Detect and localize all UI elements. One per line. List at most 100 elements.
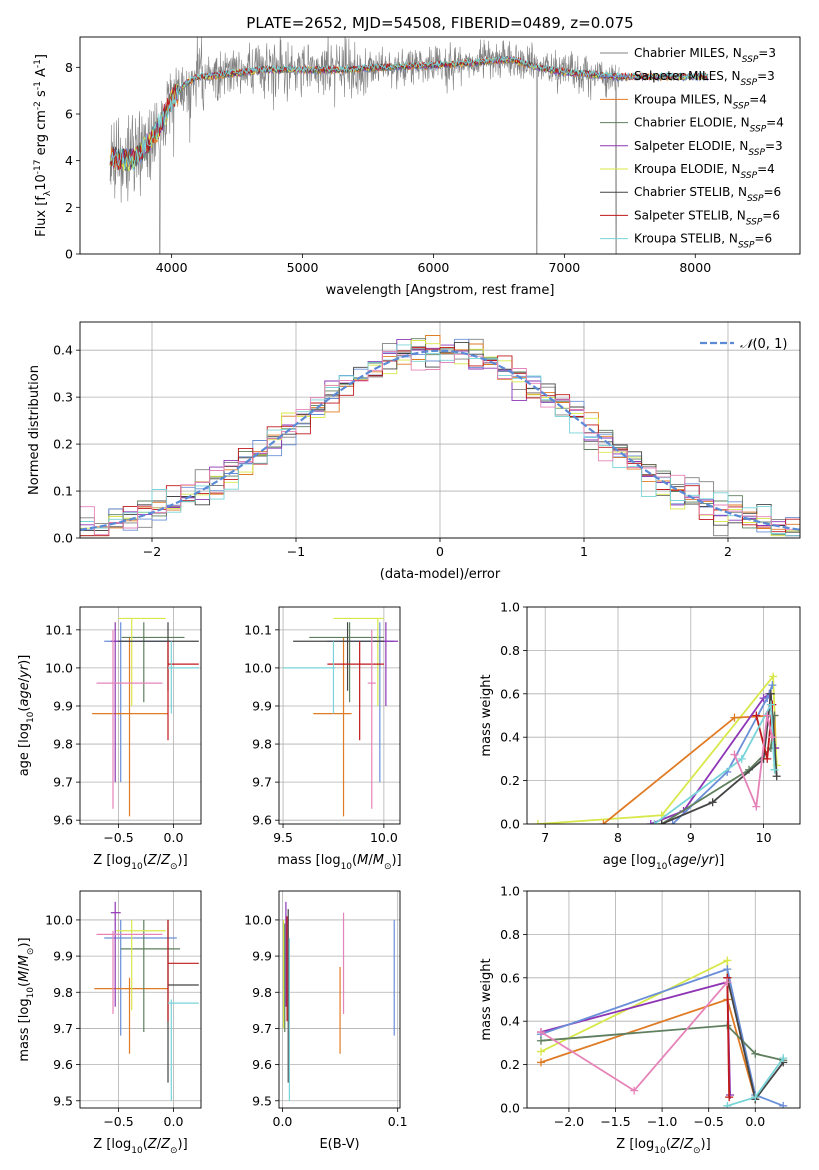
legend-entry: Chabrier MILES, NSSP=3: [634, 46, 776, 65]
y-tick-label: 0.6: [500, 970, 520, 985]
axes-frame: [526, 890, 801, 1109]
x-tick-label: 0.0: [745, 1114, 765, 1129]
mass-weight-marker: [723, 956, 732, 965]
model-spectrum-line: [109, 55, 709, 170]
axes-frame: [278, 890, 401, 1109]
legend-entry: Chabrier ELODIE, NSSP=4: [634, 116, 784, 135]
x-tick-label: −0.5: [103, 1114, 133, 1129]
x-tick-label: −0.5: [103, 830, 133, 845]
y-axis-label: mass [log10(M/M⊙)]: [17, 937, 36, 1061]
axes-frame: [526, 606, 801, 825]
x-tick-label: 6000: [418, 260, 450, 275]
y-tick-label: 9.9: [53, 949, 73, 964]
y-tick-label: 0.0: [500, 817, 520, 832]
legend-entry: Kroupa STELIB, NSSP=6: [634, 232, 772, 251]
mass-vs-EBV-plot-area: [283, 901, 395, 1101]
y-tick-label: 9.8: [53, 737, 73, 752]
y-tick-label: 10.0: [244, 912, 272, 927]
y-tick-label: 8: [65, 60, 73, 75]
x-tick-label: −1.0: [647, 1114, 677, 1129]
model-spectrum-line: [109, 55, 709, 171]
x-tick-label: −2: [143, 544, 161, 559]
y-tick-label: 9.9: [252, 698, 272, 713]
mass-weight-marker: [752, 802, 761, 811]
histogram-panel: −2 −1 0 1 2 0.0 0.1 0.2 0.3 0.4 (data-model)/error…: [27, 321, 801, 582]
y-tick-label: 0.4: [500, 730, 520, 745]
y-tick-label: 0.4: [500, 1014, 520, 1029]
legend-entry: Salpeter ELODIE, NSSP=3: [634, 139, 783, 158]
x-tick-label: 7000: [548, 260, 580, 275]
mass-weight-marker: [536, 1058, 545, 1067]
mass-weight-marker: [725, 1093, 734, 1102]
mass-weight-marker: [723, 978, 732, 987]
y-tick-label: 0.2: [500, 1057, 520, 1072]
mass-weight-marker: [599, 820, 608, 824]
mass-weight-vs-age-panel: 7 8 9 10 0.0 0.2 0.4 0.6 0.8 1.0 age [log10(age/yr…: [479, 600, 801, 872]
y-axis-label: mass weight: [479, 958, 494, 1040]
y-tick-label: 10.0: [45, 660, 73, 675]
spectrum-plot-area: [109, 37, 709, 254]
y-tick-label: 9.9: [53, 698, 73, 713]
y-tick-label: 0: [65, 247, 73, 262]
y-tick-label: 0.4: [53, 343, 73, 358]
figure-title: PLATE=2652, MJD=54508, FIBERID=0489, z=0…: [246, 14, 633, 32]
axes-frame: [278, 606, 401, 825]
x-tick-label: 9: [687, 830, 695, 845]
x-tick-label: 0.0: [164, 1114, 184, 1129]
age-vs-mass-plot-area: [283, 617, 398, 817]
x-tick-label: 4000: [156, 260, 188, 275]
legend-entry: Kroupa MILES, NSSP=4: [634, 92, 767, 111]
y-tick-label: 9.5: [252, 1093, 272, 1108]
x-axis-label: Z [log10(Z/Z⊙)]: [93, 853, 187, 872]
spectrum-panel: 4000 5000 6000 7000 8000 0 2 4 6 8 wavelength [Ang…: [33, 36, 801, 298]
y-axis-label-group: age [log10(age/yr)]: [17, 655, 36, 777]
mass-vs-Z-panel: −0.5 0.0 9.5 9.6 9.7 9.8 9.9 10.0 Z [log10(Z/Z⊙)…: [17, 890, 202, 1156]
y-tick-label: 9.8: [252, 737, 272, 752]
mass-weight-vs-age-plot-area: [533, 672, 781, 824]
y-tick-label: 0.1: [53, 484, 73, 499]
y-tick-label: 0.2: [53, 437, 73, 452]
x-tick-label: 0: [436, 544, 444, 559]
mass-weight-marker: [630, 1086, 639, 1095]
x-tick-label: −0.5: [694, 1114, 724, 1129]
y-tick-label: 9.7: [252, 775, 272, 790]
x-tick-label: −1: [287, 544, 305, 559]
y-tick-label: 0.8: [500, 927, 520, 942]
y-axis-label-group: Flux [fλ10-17 erg cm-2 s-1 A-1]: [33, 54, 53, 237]
y-tick-label: 10.0: [244, 660, 272, 675]
y-tick-label: 9.7: [53, 1021, 73, 1036]
mass-weight-marker: [766, 689, 775, 698]
mass-weight-line: [540, 998, 757, 1100]
mass-weight-marker: [751, 1049, 760, 1058]
mass-weight-line: [537, 673, 778, 824]
mass-weight-marker: [768, 733, 777, 742]
y-tick-label: 0.8: [500, 643, 520, 658]
mass-weight-line: [540, 967, 784, 1107]
y-axis-label-group: mass weight: [479, 674, 494, 756]
x-tick-label: 0.0: [273, 1114, 293, 1129]
x-tick-label: 0.0: [164, 830, 184, 845]
age-vs-Z-plot-area: [92, 617, 199, 817]
mass-weight-marker: [766, 700, 775, 709]
mass-weight-marker: [730, 713, 739, 722]
y-tick-label: 1.0: [500, 884, 520, 899]
y-tick-label: 0.3: [53, 390, 73, 405]
x-axis-label: mass [log10(M/M⊙)]: [277, 853, 401, 872]
age-vs-mass-panel: 9.5 10.0 9.6 9.7 9.8 9.9 10.0 10.1 mass [log10(M…: [244, 606, 402, 872]
model-spectrum-line: [109, 55, 709, 171]
x-tick-label: 2: [724, 544, 732, 559]
mass-weight-marker: [770, 765, 779, 774]
legend-entry: 𝒩(0, 1): [740, 337, 787, 352]
mass-weight-marker: [646, 820, 655, 824]
mass-weight-marker: [763, 711, 772, 720]
mass-weight-marker: [772, 772, 781, 781]
model-spectrum-line: [109, 55, 709, 170]
y-tick-label: 0.6: [500, 686, 520, 701]
y-tick-label: 9.5: [53, 1093, 73, 1108]
mass-weight-marker: [708, 798, 717, 807]
y-tick-label: 9.6: [252, 1057, 272, 1072]
mass-weight-marker: [536, 1036, 545, 1045]
legend-entry: Kroupa ELODIE, NSSP=4: [634, 162, 775, 181]
y-axis-label: mass weight: [479, 674, 494, 756]
mass-weight-line: [602, 714, 776, 824]
